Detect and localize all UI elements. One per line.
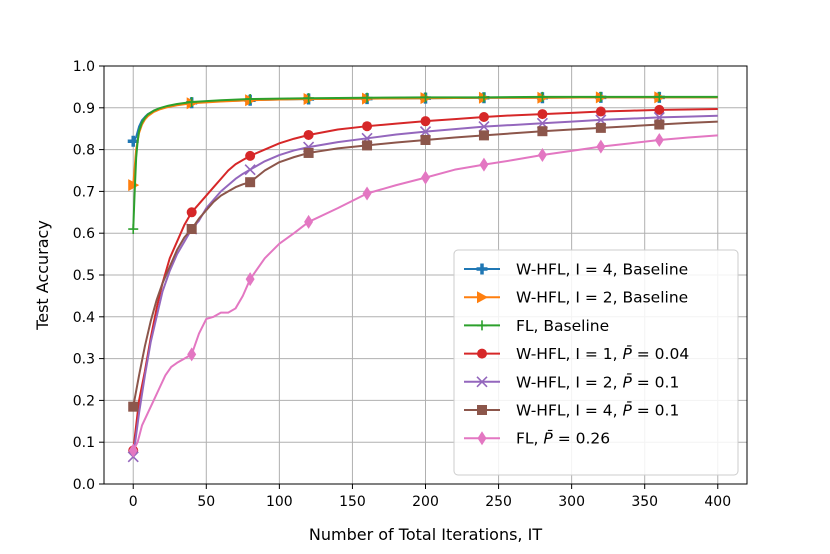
series-6: [128, 119, 718, 412]
series-marker: [128, 179, 140, 192]
series-marker: [537, 109, 548, 120]
legend-marker: [476, 376, 488, 388]
y-tick-label: 0.4: [73, 310, 95, 326]
series-marker: [478, 130, 489, 141]
y-tick-label: 0.0: [73, 477, 95, 493]
y-tick-label: 0.5: [73, 268, 95, 284]
legend-label: W-HFL, I = 2, P̄ = 0.1: [516, 372, 679, 391]
legend-box: [453, 249, 739, 476]
series-line: [132, 114, 718, 457]
x-tick-label: 50: [197, 494, 215, 510]
x-axis-label: Number of Total Iterations, IT: [309, 525, 542, 544]
legend-item: W-HFL, I = 4, P̄ = 0.1: [464, 401, 679, 420]
legend-item: W-HFL, I = 2, Baseline: [464, 289, 688, 307]
series-marker: [362, 92, 373, 103]
legend-label: FL, Baseline: [516, 317, 609, 335]
legend-label: W-HFL, I = 4, P̄ = 0.1: [516, 401, 679, 420]
series-layer: [127, 91, 718, 463]
series-marker: [654, 104, 665, 115]
series-marker: [537, 126, 548, 137]
y-axis-label: Test Accuracy: [33, 220, 52, 331]
series-marker: [303, 129, 314, 140]
legend-item: W-HFL, I = 2, P̄ = 0.1: [464, 372, 679, 391]
series-marker: [595, 106, 606, 117]
series-marker: [303, 147, 314, 158]
series-line: [132, 95, 718, 230]
y-tick-label: 0.9: [73, 101, 95, 117]
series-marker: [595, 91, 606, 102]
series-marker: [128, 443, 138, 458]
legend-marker: [477, 291, 488, 304]
series-marker: [595, 122, 606, 133]
series-marker: [362, 121, 373, 132]
x-tick-label: 250: [485, 494, 512, 510]
series-marker: [362, 140, 373, 151]
series-marker: [421, 170, 430, 185]
series-marker: [245, 177, 256, 188]
legend-label: W-HFL, I = 2, Baseline: [516, 289, 688, 307]
legend-item: FL, Baseline: [464, 317, 609, 335]
series-marker: [303, 93, 314, 104]
x-tick-label: 200: [412, 494, 439, 510]
series-marker: [128, 401, 139, 412]
series-marker: [478, 121, 490, 133]
legend-label: W-HFL, I = 4, Baseline: [516, 261, 688, 279]
y-tick-label: 0.2: [73, 393, 95, 409]
series-marker: [420, 92, 431, 103]
y-tick-label: 0.6: [73, 226, 95, 242]
series-marker: [186, 207, 197, 218]
x-tick-label: 0: [129, 494, 138, 510]
legend-item: W-HFL, I = 1, P̄ = 0.04: [464, 344, 689, 363]
series-marker: [420, 134, 431, 145]
series-3: [128, 91, 718, 235]
series-marker: [245, 150, 256, 161]
legend-marker: [477, 320, 487, 331]
series-marker: [128, 224, 139, 235]
x-tick-label: 150: [339, 494, 366, 510]
series-marker: [596, 139, 606, 154]
legend-marker: [477, 431, 487, 446]
x-tick-label: 300: [558, 494, 585, 510]
legend-marker: [476, 263, 488, 275]
series-4: [128, 104, 718, 456]
y-tick-label: 1.0: [73, 59, 95, 75]
series-marker: [420, 116, 431, 127]
y-axis: 0.0 0.1 0.2 0.3 0.4 0.5 0.6 0.7 0.8 0.9 1.0: [73, 59, 104, 493]
y-tick-label: 0.1: [73, 435, 95, 451]
legend: W-HFL, I = 4, Baseline W-HFL, I = 2, Base…: [453, 249, 739, 476]
legend-item: W-HFL, I = 4, Baseline: [464, 261, 688, 279]
series-7: [128, 132, 718, 458]
series-marker: [245, 94, 256, 105]
series-marker: [654, 132, 664, 147]
series-marker: [186, 96, 197, 107]
legend-marker: [477, 348, 487, 359]
series-marker: [245, 272, 255, 287]
y-tick-label: 0.7: [73, 184, 95, 200]
x-tick-label: 100: [266, 494, 293, 510]
series-marker: [419, 126, 432, 138]
y-tick-label: 0.8: [73, 143, 95, 159]
series-marker: [478, 92, 489, 103]
series-marker: [537, 91, 548, 102]
series-marker: [537, 148, 547, 163]
series-marker: [187, 347, 197, 362]
x-tick-label: 350: [631, 494, 658, 510]
series-marker: [654, 119, 665, 130]
legend-item: FL, P̄ = 0.26: [464, 429, 610, 448]
legend-label: W-HFL, I = 1, P̄ = 0.04: [516, 344, 689, 363]
x-axis: 0 50 100 150 200 250 300 350 400: [129, 484, 731, 510]
legend-marker: [477, 405, 487, 415]
series-marker: [186, 224, 197, 235]
series-marker: [479, 157, 489, 172]
x-tick-label: 400: [704, 494, 731, 510]
series-marker: [654, 91, 665, 102]
series-marker: [362, 186, 372, 201]
series-marker: [478, 111, 489, 122]
series-marker: [304, 214, 314, 229]
series-marker: [244, 164, 256, 176]
legend-label: FL, P̄ = 0.26: [516, 429, 610, 448]
y-tick-label: 0.3: [73, 352, 95, 368]
